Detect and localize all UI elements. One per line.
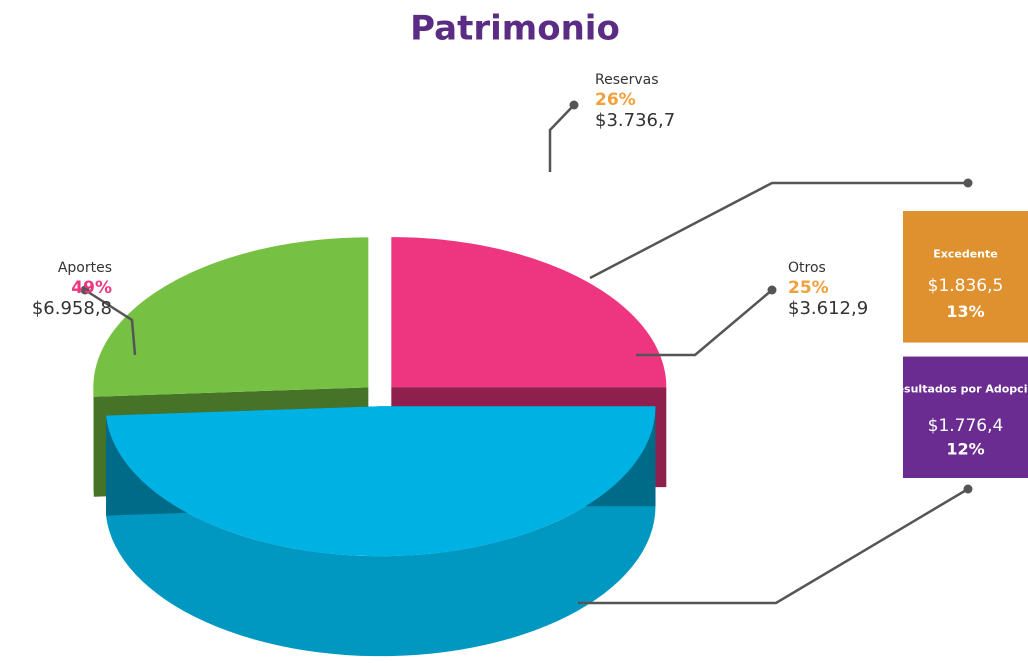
- slice-side: [93, 387, 94, 497]
- slice-label: Aportes: [58, 260, 112, 276]
- leader-line: [578, 487, 969, 605]
- leader-dot: [767, 285, 777, 295]
- breakdown-box: [903, 356, 1028, 478]
- leader-line: [84, 288, 137, 356]
- breakdown-box: [903, 211, 1028, 343]
- slice-percent: 26%: [595, 90, 636, 110]
- chart-title: Patrimonio: [410, 9, 620, 49]
- slice-side: [106, 406, 656, 657]
- leader-line: [636, 289, 773, 357]
- slice-percent: 49%: [71, 278, 112, 298]
- leader-dot: [569, 100, 579, 110]
- slice: [106, 406, 656, 557]
- slice-percent: 25%: [788, 278, 829, 298]
- breakdown-percent: 13%: [946, 302, 984, 321]
- slice-amount: $6.958,8: [32, 298, 112, 319]
- breakdown-label: Excedente: [933, 247, 997, 260]
- leader-line: [548, 104, 575, 172]
- breakdown-percent: 12%: [946, 440, 984, 459]
- leader-line: [589, 181, 968, 280]
- breakdown-amount: $1.776,4: [928, 416, 1004, 436]
- breakdown-amount: $1.836,5: [928, 276, 1004, 296]
- slice: [93, 237, 369, 397]
- breakdown-label: Resultados por Adopción: [888, 383, 1028, 396]
- slice-amount: $3.612,9: [788, 298, 868, 319]
- leader-dot: [963, 178, 973, 188]
- leader-dot: [80, 285, 90, 295]
- slice-amount: $3.736,7: [595, 110, 675, 131]
- slice-label: Otros: [788, 260, 826, 276]
- leader-dot: [963, 484, 973, 494]
- slice-label: Reservas: [595, 72, 659, 88]
- slice: [391, 237, 667, 388]
